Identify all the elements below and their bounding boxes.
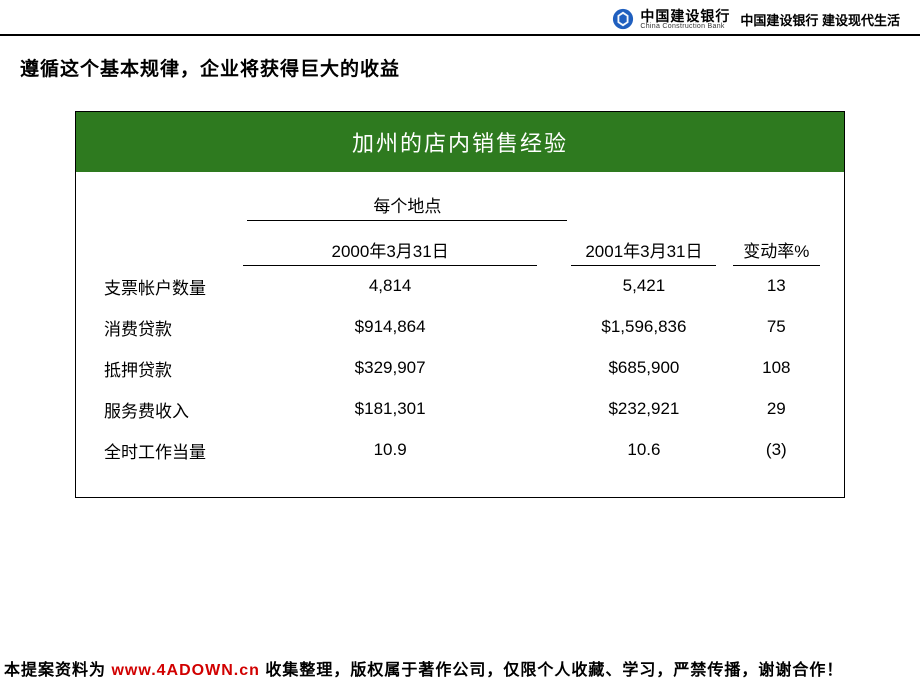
table-row: 抵押贷款 $329,907 $685,900 108 [100, 348, 820, 389]
cell-v1: $181,301 [243, 389, 536, 430]
data-table-container: 加州的店内销售经验 每个地点 2000年3月31日 2001年3月31日 变动率… [75, 111, 845, 498]
table-body: 每个地点 2000年3月31日 2001年3月31日 变动率% 支票帐户数量 4… [76, 172, 844, 497]
cell-gap [537, 430, 572, 471]
table-title: 加州的店内销售经验 [76, 112, 844, 172]
bank-logo: 中国建设银行 China Construction Bank [612, 8, 730, 30]
table-row: 消费贷款 $914,864 $1,596,836 75 [100, 307, 820, 348]
cell-change: 75 [733, 307, 820, 348]
col-header-date1: 2000年3月31日 [243, 229, 536, 266]
cell-change: (3) [733, 430, 820, 471]
row-label: 服务费收入 [100, 389, 243, 430]
cell-v2: $685,900 [571, 348, 716, 389]
cell-change: 29 [733, 389, 820, 430]
cell-v2: $232,921 [571, 389, 716, 430]
table-row: 支票帐户数量 4,814 5,421 13 [100, 266, 820, 307]
logo-text: 中国建设银行 China Construction Bank [640, 9, 730, 30]
table-row: 全时工作当量 10.9 10.6 (3) [100, 430, 820, 471]
cell-change: 108 [733, 348, 820, 389]
col-gap [537, 229, 572, 266]
footer-prefix: 本提案资料为 [4, 662, 111, 679]
col-gap [716, 229, 732, 266]
group-header-label: 每个地点 [373, 197, 441, 216]
cell-v1: 10.9 [243, 430, 536, 471]
header-slogan: 中国建设银行 建设现代生活 [740, 10, 900, 29]
col-header-date2: 2001年3月31日 [571, 229, 716, 266]
cell-gap [537, 307, 572, 348]
blank-cell [571, 184, 716, 229]
page-title: 遵循这个基本规律，企业将获得巨大的收益 [0, 36, 920, 111]
slide-header: 中国建设银行 China Construction Bank 中国建设银行 建设… [0, 0, 920, 34]
column-header-row: 2000年3月31日 2001年3月31日 变动率% [100, 229, 820, 266]
group-header-underline [247, 220, 567, 221]
col-header-change: 变动率% [733, 229, 820, 266]
col-header-blank [100, 229, 243, 266]
cell-change: 13 [733, 266, 820, 307]
group-header-cell: 每个地点 [243, 184, 571, 229]
cell-v2: $1,596,836 [571, 307, 716, 348]
cell-gap [716, 266, 732, 307]
row-label: 抵押贷款 [100, 348, 243, 389]
blank-cell [100, 184, 243, 229]
footer-disclaimer: 本提案资料为 www.4ADOWN.cn 收集整理，版权属于著作公司，仅限个人收… [0, 656, 920, 680]
logo-en: China Construction Bank [640, 23, 730, 30]
footer-url: www.4ADOWN.cn [111, 662, 259, 679]
ccb-logo-icon [612, 8, 634, 30]
group-header-row: 每个地点 [100, 184, 820, 229]
footer-suffix: 收集整理，版权属于著作公司，仅限个人收藏、学习，严禁传播，谢谢合作！ [260, 662, 843, 679]
cell-v2: 5,421 [571, 266, 716, 307]
cell-gap [537, 389, 572, 430]
row-label: 支票帐户数量 [100, 266, 243, 307]
table-row: 服务费收入 $181,301 $232,921 29 [100, 389, 820, 430]
cell-v1: 4,814 [243, 266, 536, 307]
cell-gap [537, 348, 572, 389]
cell-v1: $329,907 [243, 348, 536, 389]
logo-cn: 中国建设银行 [640, 9, 730, 23]
cell-gap [716, 430, 732, 471]
cell-gap [716, 307, 732, 348]
cell-v1: $914,864 [243, 307, 536, 348]
cell-v2: 10.6 [571, 430, 716, 471]
row-label: 全时工作当量 [100, 430, 243, 471]
row-label: 消费贷款 [100, 307, 243, 348]
cell-gap [537, 266, 572, 307]
cell-gap [716, 348, 732, 389]
cell-gap [716, 389, 732, 430]
data-table: 每个地点 2000年3月31日 2001年3月31日 变动率% 支票帐户数量 4… [100, 184, 820, 471]
